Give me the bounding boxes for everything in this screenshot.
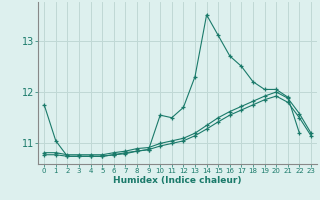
X-axis label: Humidex (Indice chaleur): Humidex (Indice chaleur) [113, 176, 242, 185]
